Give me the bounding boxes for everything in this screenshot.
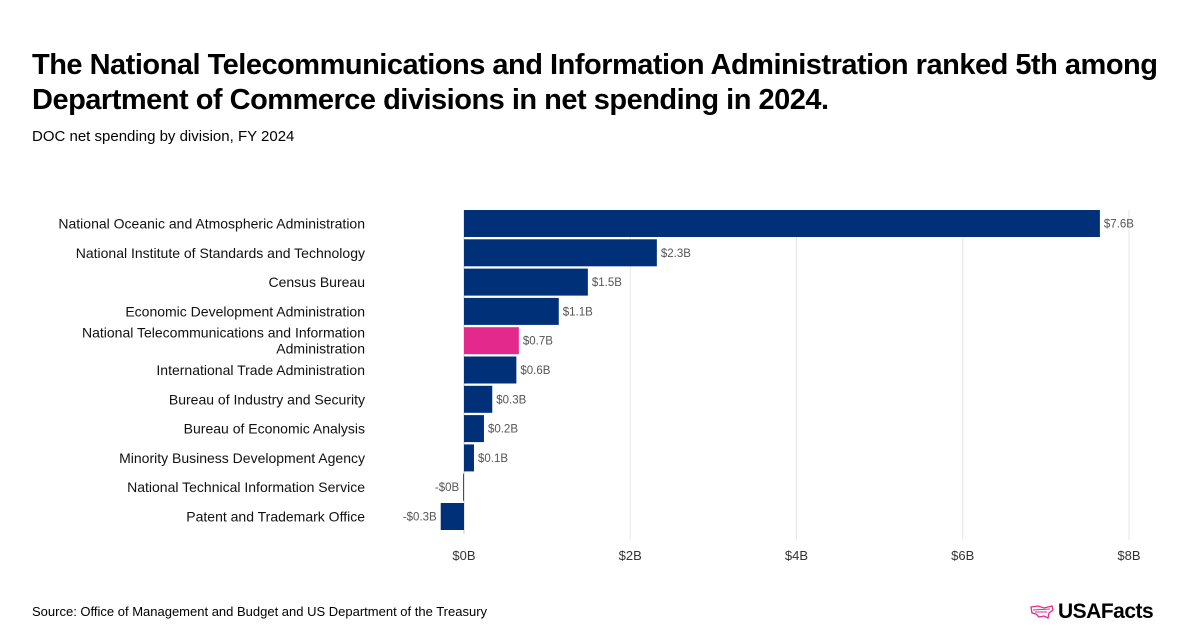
category-label: Bureau of Industry and Security	[169, 391, 365, 407]
data-label: -$0B	[435, 482, 460, 494]
bar	[464, 444, 474, 472]
category-label: Bureau of Economic Analysis	[184, 421, 365, 437]
data-label: $1.1B	[563, 306, 593, 318]
category-label: National Institute of Standards and Tech…	[76, 245, 365, 261]
us-map-icon	[1030, 605, 1054, 619]
x-tick-label: $4B	[785, 548, 808, 563]
bar	[440, 503, 464, 530]
bar	[464, 239, 657, 267]
category-label: Census Bureau	[268, 274, 365, 290]
x-tick-label: $6B	[951, 548, 974, 563]
chart-subtitle: DOC net spending by division, FY 2024	[32, 128, 295, 145]
data-label: $0.2B	[488, 424, 518, 436]
data-label: -$0.3B	[403, 512, 437, 524]
bar	[463, 473, 464, 501]
chart-title: The National Telecommunications and Info…	[32, 49, 1158, 116]
bar	[464, 268, 588, 296]
data-label: $0.1B	[478, 453, 508, 465]
category-label: Patent and Trademark Office	[186, 509, 365, 525]
data-label: $0.6B	[520, 365, 550, 377]
x-tick-label: $0B	[452, 548, 475, 563]
bar	[464, 415, 484, 443]
category-label: National Telecommunications and Informat…	[82, 325, 365, 341]
category-label: National Oceanic and Atmospheric Adminis…	[58, 216, 365, 232]
category-label: National Technical Information Service	[127, 479, 365, 495]
x-tick-label: $2B	[619, 548, 642, 563]
bar	[464, 385, 493, 413]
category-label: Administration	[276, 341, 365, 357]
data-label: $2.3B	[661, 248, 691, 260]
bar	[464, 356, 517, 384]
data-label: $7.6B	[1104, 219, 1134, 231]
logo-text: USAFacts	[1058, 600, 1154, 623]
bar	[464, 327, 519, 355]
data-label: $1.5B	[592, 277, 622, 289]
bar	[464, 210, 1100, 237]
usafacts-logo: USAFacts	[1030, 600, 1154, 624]
data-label: $0.3B	[496, 394, 526, 406]
x-tick-label: $8B	[1117, 548, 1140, 563]
data-label: $0.7B	[523, 336, 553, 348]
bar	[464, 297, 559, 325]
category-label: International Trade Administration	[156, 362, 365, 378]
category-label: Minority Business Development Agency	[119, 450, 365, 466]
category-label: Economic Development Administration	[125, 303, 365, 319]
source-note: Source: Office of Management and Budget …	[32, 604, 488, 619]
